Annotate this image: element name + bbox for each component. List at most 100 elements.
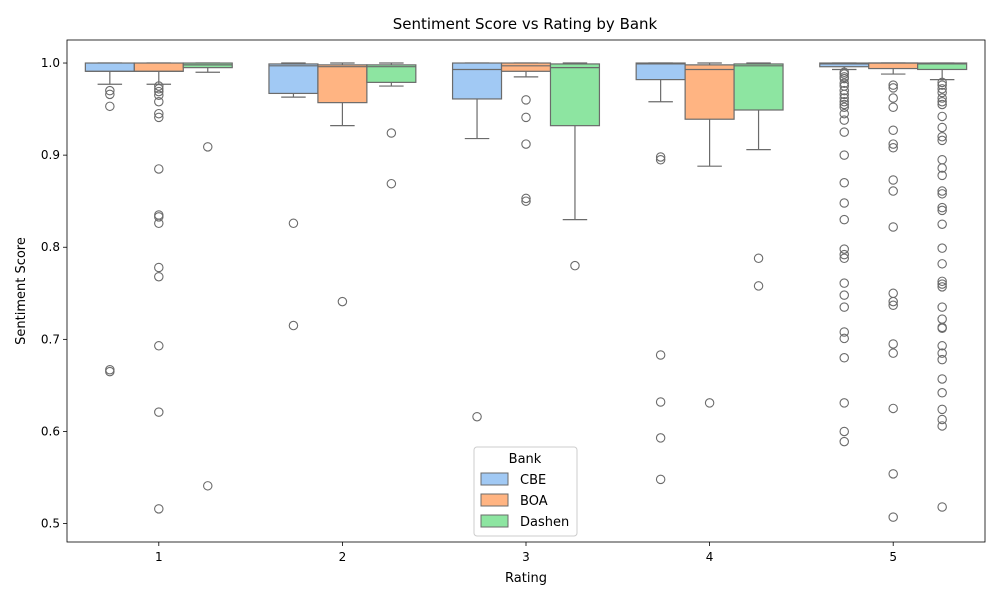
- outlier-point: [204, 482, 212, 490]
- outlier-point: [938, 303, 946, 311]
- box-boa-rating-1: [134, 63, 183, 513]
- outlier-point: [656, 475, 664, 483]
- outlier-point: [938, 260, 946, 268]
- box-iqr: [134, 63, 183, 71]
- outlier-point: [155, 219, 163, 227]
- outlier-point: [106, 102, 114, 110]
- box-boa-rating-4: [685, 63, 734, 407]
- box-dashen-rating-5: [918, 63, 967, 511]
- outlier-point: [840, 303, 848, 311]
- outlier-point: [204, 143, 212, 151]
- box-cbe-rating-1: [85, 63, 134, 376]
- outlier-point: [938, 156, 946, 164]
- outlier-point: [522, 96, 530, 104]
- outlier-point: [889, 187, 897, 195]
- box-iqr: [685, 65, 734, 119]
- y-tick-label: 0.5: [41, 517, 60, 531]
- box-iqr: [636, 63, 685, 80]
- outlier-point: [473, 413, 481, 421]
- outlier-point: [522, 140, 530, 148]
- outlier-point: [938, 422, 946, 430]
- outlier-point: [938, 123, 946, 131]
- outlier-point: [387, 129, 395, 137]
- outlier-point: [889, 223, 897, 231]
- box-iqr: [734, 64, 783, 110]
- box-cbe-rating-2: [269, 63, 318, 330]
- outlier-point: [889, 513, 897, 521]
- outlier-point: [289, 219, 297, 227]
- legend-label-cbe: CBE: [520, 473, 546, 488]
- outlier-point: [840, 334, 848, 342]
- y-tick-label: 0.9: [41, 148, 60, 162]
- chart-title: Sentiment Score vs Rating by Bank: [393, 15, 658, 33]
- outlier-point: [889, 94, 897, 102]
- outlier-point: [840, 291, 848, 299]
- outlier-point: [754, 254, 762, 262]
- outlier-point: [289, 321, 297, 329]
- legend-swatch-dashen: [481, 515, 508, 527]
- y-axis: 0.5 0.6 0.7 0.8 0.9 1.0: [41, 56, 67, 531]
- box-dashen-rating-4: [734, 63, 783, 290]
- outlier-point: [938, 503, 946, 511]
- legend-title: Bank: [509, 452, 542, 467]
- y-tick-label: 0.8: [41, 240, 60, 254]
- outlier-point: [840, 427, 848, 435]
- outlier-point: [889, 404, 897, 412]
- outlier-point: [840, 354, 848, 362]
- box-iqr: [318, 65, 367, 103]
- y-tick-label: 0.6: [41, 424, 60, 438]
- outlier-point: [155, 273, 163, 281]
- outlier-point: [840, 215, 848, 223]
- box-dashen-rating-3: [550, 63, 599, 270]
- outlier-point: [840, 179, 848, 187]
- outlier-point: [889, 176, 897, 184]
- legend-label-dashen: Dashen: [520, 515, 569, 530]
- outlier-point: [155, 98, 163, 106]
- outlier-point: [106, 366, 114, 374]
- outlier-point: [938, 220, 946, 228]
- outlier-point: [705, 399, 713, 407]
- outlier-point: [938, 112, 946, 120]
- outlier-point: [387, 179, 395, 187]
- outlier-point: [656, 351, 664, 359]
- box-iqr: [550, 64, 599, 126]
- box-iqr: [502, 63, 551, 71]
- box-iqr: [367, 65, 416, 83]
- outlier-point: [522, 113, 530, 121]
- x-tick-label: 5: [889, 550, 897, 564]
- outlier-point: [889, 340, 897, 348]
- outlier-point: [338, 297, 346, 305]
- outlier-point: [889, 470, 897, 478]
- box-iqr: [269, 64, 318, 93]
- y-tick-label: 1.0: [41, 56, 60, 70]
- outlier-point: [155, 211, 163, 219]
- outlier-point: [938, 244, 946, 252]
- outlier-point: [840, 128, 848, 136]
- outlier-point: [938, 405, 946, 413]
- outlier-point: [938, 389, 946, 397]
- outlier-point: [938, 375, 946, 383]
- outlier-point: [571, 261, 579, 269]
- box-dashen-rating-1: [183, 63, 232, 490]
- x-axis: 12345: [155, 542, 897, 564]
- outlier-point: [155, 263, 163, 271]
- x-tick-label: 2: [339, 550, 347, 564]
- outlier-point: [938, 315, 946, 323]
- outlier-point: [840, 151, 848, 159]
- outlier-point: [889, 349, 897, 357]
- outlier-point: [656, 434, 664, 442]
- outlier-point: [155, 165, 163, 173]
- outlier-point: [840, 399, 848, 407]
- box-boa-rating-3: [502, 63, 551, 205]
- x-tick-label: 4: [706, 550, 714, 564]
- x-tick-label: 1: [155, 550, 163, 564]
- x-axis-label: Rating: [505, 571, 547, 586]
- outlier-point: [889, 126, 897, 134]
- outlier-point: [155, 342, 163, 350]
- box-cbe-rating-3: [453, 63, 502, 421]
- outlier-point: [840, 437, 848, 445]
- legend-swatch-boa: [481, 494, 508, 506]
- box-dashen-rating-2: [367, 63, 416, 188]
- outlier-point: [754, 282, 762, 290]
